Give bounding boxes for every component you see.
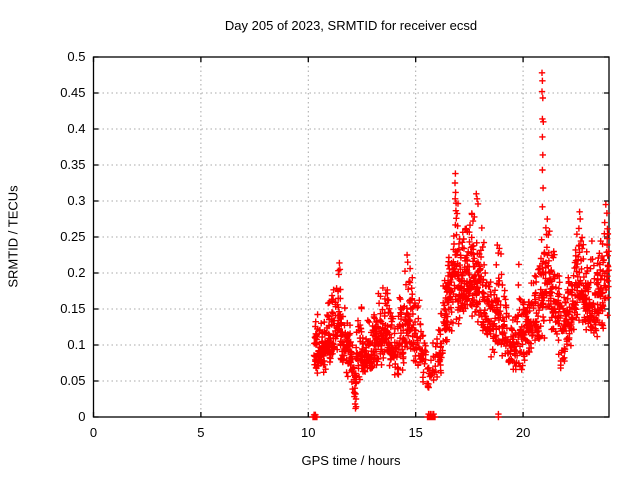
y-tick-label: 0.15 — [60, 301, 86, 316]
x-tick-label: 5 — [197, 425, 205, 440]
x-tick-label: 0 — [89, 425, 98, 440]
y-tick-label: 0.4 — [67, 121, 86, 136]
x-tick-label: 10 — [301, 425, 316, 440]
chart-title: Day 205 of 2023, SRMTID for receiver ecs… — [224, 18, 478, 33]
y-tick-label: 0.25 — [60, 229, 86, 244]
y-tick-label: 0.3 — [67, 193, 86, 208]
x-tick-label: 20 — [515, 425, 531, 440]
y-tick-label: 0.5 — [67, 49, 86, 64]
x-axis-label: GPS time / hours — [301, 453, 401, 468]
scatter-points — [309, 69, 612, 421]
y-tick-label: 0.05 — [60, 373, 86, 388]
y-tick-label: 0 — [78, 409, 86, 424]
y-tick-label: 0.2 — [67, 265, 86, 280]
x-tick-label: 15 — [408, 425, 423, 440]
y-tick-label: 0.35 — [60, 157, 86, 172]
y-tick-label: 0.45 — [60, 85, 86, 100]
y-tick-label: 0.1 — [67, 337, 86, 352]
